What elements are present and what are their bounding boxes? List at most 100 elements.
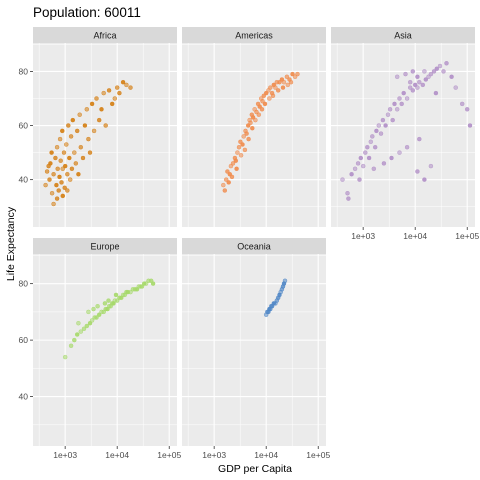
data-point-africa [114,85,120,90]
data-point-asia [434,66,439,71]
data-point-africa [60,128,65,134]
data-point-europe [81,326,87,331]
data-point-asia [355,161,361,166]
data-point-africa [96,117,102,123]
data-point-africa [128,85,133,90]
data-point-asia [453,85,458,90]
data-point-asia [408,85,413,90]
data-point-africa [51,201,56,207]
data-point-europe [94,315,99,320]
data-point-europe [91,306,96,312]
data-point-americas [285,82,290,88]
data-point-africa [99,107,104,112]
data-point-americas [226,180,231,185]
data-point-americas [229,174,235,180]
data-point-africa [49,150,54,155]
data-point-americas [292,74,298,80]
x-tick-label: 1e+03 [351,231,375,241]
strip-oceania [182,238,326,254]
data-point-africa [56,188,61,193]
data-point-americas [233,158,239,163]
strip-europe [33,238,177,254]
data-point-asia [357,177,362,182]
data-point-americas [244,131,249,136]
data-point-africa [87,150,93,155]
data-point-asia [380,117,386,123]
data-point-americas [290,71,295,77]
strip-label-oceania: Oceania [237,242,271,252]
data-point-asia [420,82,425,88]
data-point-americas [260,98,265,104]
data-point-africa [60,193,65,199]
data-point-asia [428,163,434,169]
data-point-africa [80,155,86,161]
data-point-africa [57,174,62,180]
data-point-asia [467,123,473,128]
data-point-africa [109,101,115,107]
data-point-africa [101,90,106,96]
data-point-asia [399,101,404,107]
data-point-asia [395,74,400,80]
data-point-africa [82,123,88,128]
strip-label-europe: Europe [90,242,119,252]
data-point-asia [390,117,395,123]
x-tick-label: 1e+03 [202,450,226,460]
panel-bg-africa [33,43,177,227]
y-tick-label: 60 [19,121,29,131]
data-point-asia [426,74,431,80]
data-point-americas [241,134,246,139]
data-point-asia [358,155,363,161]
data-point-asia [410,69,415,74]
data-point-africa [72,150,77,155]
y-tick-label: 40 [19,392,29,402]
data-point-africa [65,171,70,177]
data-point-africa [117,90,122,96]
data-point-asia [401,90,406,96]
data-point-africa [46,163,51,169]
data-point-africa [54,196,60,201]
data-point-europe [84,323,90,329]
data-point-africa [76,171,81,177]
data-point-africa [62,163,68,169]
data-point-africa [67,155,72,161]
strip-label-americas: Americas [235,31,273,41]
chart-title: Population: 60011 [33,5,141,20]
data-point-asia [417,136,422,142]
data-point-africa [53,155,58,161]
x-tick-label: 1e+04 [403,231,427,241]
data-point-asia [373,144,378,150]
data-point-asia [383,123,388,128]
data-point-asia [415,169,420,174]
data-point-asia [371,166,376,172]
data-point-asia [408,79,413,85]
data-point-americas [250,125,255,131]
data-point-americas [273,85,278,90]
strip-americas [182,27,326,43]
data-point-asia [363,150,368,155]
data-point-europe [74,332,80,337]
x-tick-label: 1e+03 [53,450,77,460]
data-point-africa [60,166,65,172]
data-point-asia [345,190,350,196]
panel-bg-europe [33,254,177,446]
panel-americas: Americas [182,27,326,227]
data-point-asia [385,112,391,117]
data-point-americas [268,85,273,90]
data-point-asia [366,155,372,161]
data-point-africa [77,112,82,117]
data-point-americas [221,182,226,188]
data-point-americas [253,117,258,123]
strip-label-africa: Africa [93,31,116,41]
data-point-oceania [282,278,288,283]
data-point-europe [102,301,108,306]
data-point-europe [143,281,149,286]
data-point-americas [235,150,240,155]
data-point-europe [86,309,91,315]
data-point-africa [124,82,129,88]
data-point-asia [441,69,446,74]
data-point-americas [234,166,239,172]
strip-label-asia: Asia [394,31,412,41]
data-point-americas [222,188,228,193]
